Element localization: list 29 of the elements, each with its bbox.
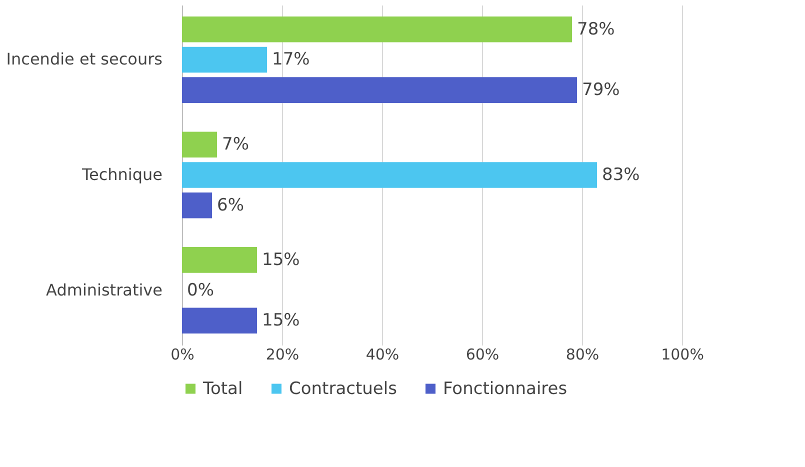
bar — [182, 192, 212, 218]
bar — [182, 16, 572, 42]
data-label: 0% — [187, 280, 214, 300]
bar — [182, 46, 267, 73]
y-tick-label: Technique — [80, 165, 162, 184]
bar — [182, 162, 597, 188]
y-tick-label: Incendie et secours — [6, 50, 162, 69]
data-label: 6% — [217, 195, 244, 216]
data-label: 79% — [582, 80, 620, 100]
bar — [182, 77, 577, 103]
x-tick-label: 100% — [661, 346, 704, 364]
bar — [182, 132, 217, 158]
x-tick-label: 0% — [170, 346, 194, 364]
bar — [182, 308, 257, 334]
data-label: 78% — [577, 19, 615, 40]
data-label: 15% — [262, 250, 300, 270]
y-tick-label: Administrative — [46, 280, 162, 300]
bar — [182, 247, 257, 273]
legend-label: Contractuels — [289, 378, 398, 399]
x-tick-label: 20% — [266, 346, 300, 364]
data-label: 83% — [602, 165, 640, 185]
legend-label: Total — [202, 378, 243, 399]
data-label: 15% — [262, 310, 300, 331]
x-tick-label: 80% — [566, 346, 600, 364]
legend-label: Fonctionnaires — [443, 378, 568, 399]
data-label: 17% — [272, 50, 310, 70]
data-label: 7% — [222, 134, 249, 155]
x-tick-label: 40% — [366, 346, 400, 364]
x-tick-label: 60% — [466, 346, 500, 364]
